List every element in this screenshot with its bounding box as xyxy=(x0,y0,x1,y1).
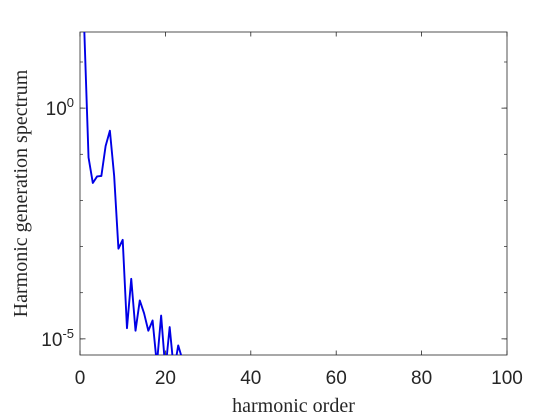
y-tick-label: 10-5 xyxy=(41,326,74,351)
x-tick-label: 100 xyxy=(491,368,523,389)
x-tick-label: 20 xyxy=(155,368,176,389)
x-axis-title: harmonic order xyxy=(232,395,355,417)
series-line-0 xyxy=(83,32,183,355)
x-tick-label: 60 xyxy=(326,368,347,389)
plot-area xyxy=(79,31,508,356)
x-tick-label: 0 xyxy=(75,368,86,389)
plot-frame xyxy=(79,31,508,356)
y-axis-title: Harmonic generation spectrum xyxy=(10,69,32,317)
x-tick-label: 40 xyxy=(240,368,261,389)
x-tick-label: 80 xyxy=(411,368,432,389)
y-tick-label: 100 xyxy=(46,95,74,120)
axis-ticks: 0 20 40 60 80 100 100 10-5 xyxy=(41,32,523,389)
